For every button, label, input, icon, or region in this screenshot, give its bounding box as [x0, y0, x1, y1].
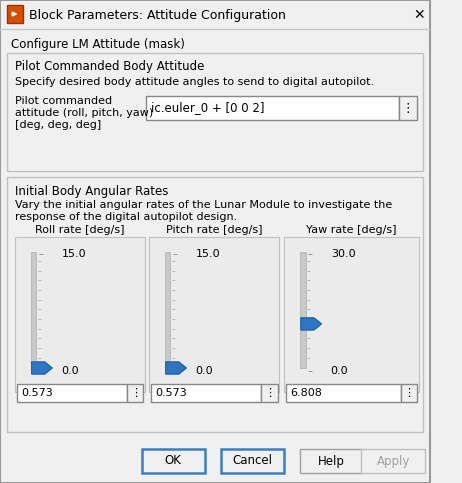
Text: –: – [171, 306, 175, 314]
Text: –: – [37, 344, 41, 353]
Text: Configure LM Attitude (mask): Configure LM Attitude (mask) [11, 38, 185, 51]
Text: –: – [171, 354, 175, 363]
Text: –: – [37, 325, 41, 334]
Text: ✕: ✕ [413, 8, 425, 22]
Text: 0.573: 0.573 [156, 388, 187, 398]
Text: Vary the initial angular rates of the Lunar Module to investigate the: Vary the initial angular rates of the Lu… [15, 200, 392, 210]
Text: –: – [171, 335, 175, 343]
FancyBboxPatch shape [7, 177, 423, 432]
Text: ⋮: ⋮ [402, 101, 414, 114]
Text: –: – [171, 296, 175, 305]
Text: ⋮: ⋮ [403, 388, 414, 398]
FancyBboxPatch shape [6, 5, 23, 23]
Text: 15.0: 15.0 [195, 249, 220, 259]
Text: –: – [306, 325, 310, 334]
Text: OK: OK [165, 455, 182, 468]
Text: –: – [171, 286, 175, 295]
FancyBboxPatch shape [31, 252, 36, 368]
Polygon shape [32, 362, 52, 374]
FancyBboxPatch shape [127, 384, 144, 402]
Text: 0.573: 0.573 [21, 388, 53, 398]
FancyBboxPatch shape [361, 449, 425, 473]
Text: –: – [306, 306, 310, 314]
Text: –: – [306, 354, 310, 363]
Text: –: – [306, 257, 310, 266]
Text: –: – [37, 286, 41, 295]
Text: 30.0: 30.0 [331, 249, 355, 259]
Text: –: – [306, 315, 310, 324]
FancyBboxPatch shape [7, 53, 423, 171]
Text: –: – [37, 315, 41, 324]
Text: Cancel: Cancel [232, 455, 273, 468]
Text: ⋮: ⋮ [129, 388, 140, 398]
Text: –: – [171, 344, 175, 353]
Text: Block Parameters: Attitude Configuration: Block Parameters: Attitude Configuration [29, 9, 286, 22]
Text: 15.0: 15.0 [61, 249, 86, 259]
Text: –: – [172, 366, 177, 376]
Text: 0.0: 0.0 [331, 366, 348, 376]
Text: 6.808: 6.808 [291, 388, 322, 398]
FancyBboxPatch shape [146, 96, 399, 120]
Polygon shape [166, 362, 186, 374]
FancyBboxPatch shape [17, 384, 127, 402]
Text: –: – [306, 335, 310, 343]
FancyBboxPatch shape [300, 449, 363, 473]
FancyBboxPatch shape [221, 449, 284, 473]
Text: –: – [171, 276, 175, 285]
FancyBboxPatch shape [149, 237, 280, 392]
FancyBboxPatch shape [0, 0, 431, 483]
Text: –: – [37, 276, 41, 285]
Text: Roll rate [deg/s]: Roll rate [deg/s] [36, 225, 125, 235]
Text: –: – [171, 257, 175, 266]
Text: –: – [37, 296, 41, 305]
Text: –: – [37, 354, 41, 363]
FancyBboxPatch shape [165, 252, 170, 368]
Text: –: – [171, 315, 175, 324]
Text: –: – [171, 325, 175, 334]
Text: Specify desired body attitude angles to send to digital autopilot.: Specify desired body attitude angles to … [15, 77, 374, 87]
Text: 0.0: 0.0 [61, 366, 79, 376]
Text: –: – [307, 366, 312, 376]
Text: –: – [37, 267, 41, 276]
FancyBboxPatch shape [399, 96, 417, 120]
Text: –: – [37, 335, 41, 343]
Text: Initial Body Angular Rates: Initial Body Angular Rates [15, 185, 168, 198]
Text: ⋮: ⋮ [264, 388, 275, 398]
Text: –: – [306, 296, 310, 305]
Text: –: – [171, 267, 175, 276]
Text: Pilot Commanded Body Attitude: Pilot Commanded Body Attitude [15, 59, 204, 72]
Text: Help: Help [318, 455, 345, 468]
Text: –: – [38, 366, 43, 376]
Text: 0.0: 0.0 [195, 366, 213, 376]
FancyBboxPatch shape [142, 449, 205, 473]
Text: –: – [37, 306, 41, 314]
Text: ic.euler_0 + [0 0 2]: ic.euler_0 + [0 0 2] [151, 101, 264, 114]
Text: –: – [306, 344, 310, 353]
FancyBboxPatch shape [401, 384, 417, 402]
FancyBboxPatch shape [1, 1, 430, 29]
FancyBboxPatch shape [151, 384, 261, 402]
Text: –: – [172, 249, 177, 259]
FancyBboxPatch shape [261, 384, 278, 402]
FancyBboxPatch shape [284, 237, 419, 392]
Text: response of the digital autopilot design.: response of the digital autopilot design… [15, 212, 237, 222]
Text: Apply: Apply [377, 455, 410, 468]
Text: [deg, deg, deg]: [deg, deg, deg] [15, 120, 101, 130]
Text: attitude (roll, pitch, yaw): attitude (roll, pitch, yaw) [15, 108, 153, 118]
Text: –: – [306, 276, 310, 285]
Text: Pitch rate [deg/s]: Pitch rate [deg/s] [166, 225, 262, 235]
Text: –: – [306, 286, 310, 295]
Text: –: – [38, 249, 43, 259]
Text: Pilot commanded: Pilot commanded [15, 96, 112, 106]
Text: –: – [306, 267, 310, 276]
FancyBboxPatch shape [15, 237, 146, 392]
Polygon shape [301, 318, 322, 330]
Text: Yaw rate [deg/s]: Yaw rate [deg/s] [306, 225, 397, 235]
Text: –: – [37, 257, 41, 266]
FancyBboxPatch shape [300, 252, 305, 368]
Text: –: – [307, 249, 312, 259]
FancyBboxPatch shape [286, 384, 401, 402]
